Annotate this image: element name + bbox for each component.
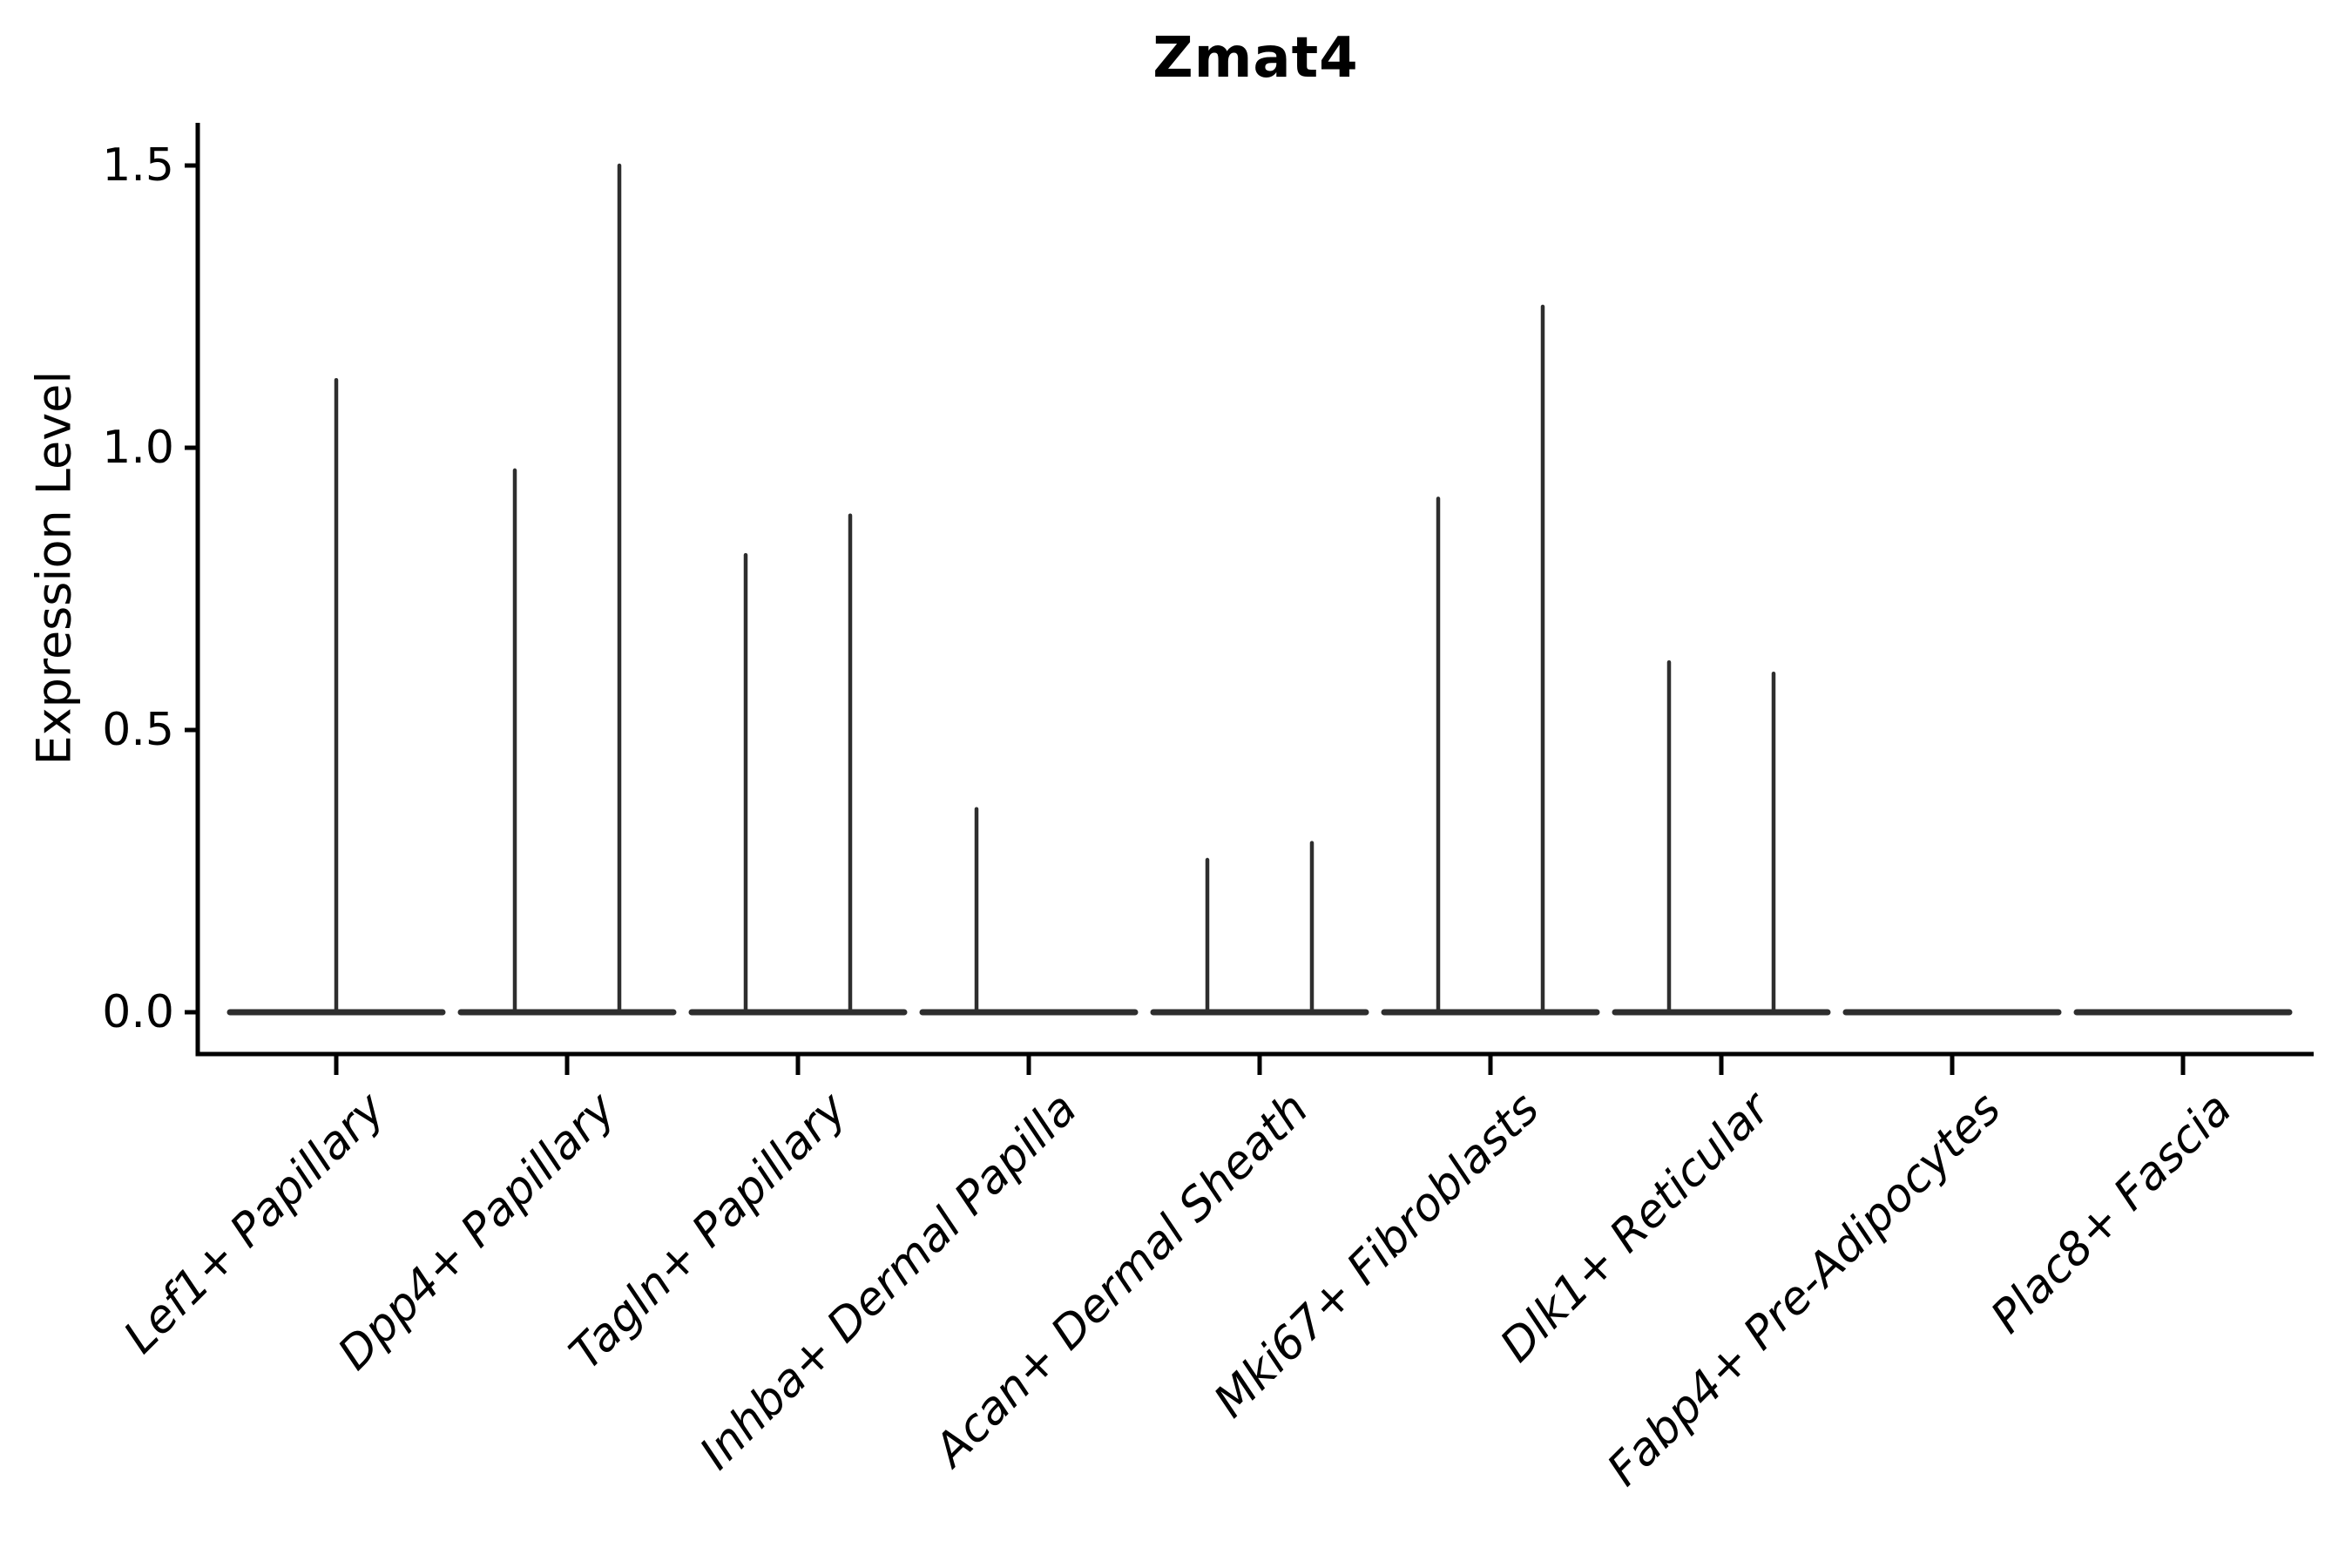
y-tick-label: 0.0 [102, 986, 174, 1038]
y-tick-label: 1.0 [102, 422, 174, 474]
y-tick-label: 1.5 [102, 139, 174, 192]
plot-title: Zmat4 [1152, 26, 1359, 91]
y-axis-label: Expression Level [26, 370, 82, 766]
y-tick-label: 0.5 [102, 704, 174, 756]
